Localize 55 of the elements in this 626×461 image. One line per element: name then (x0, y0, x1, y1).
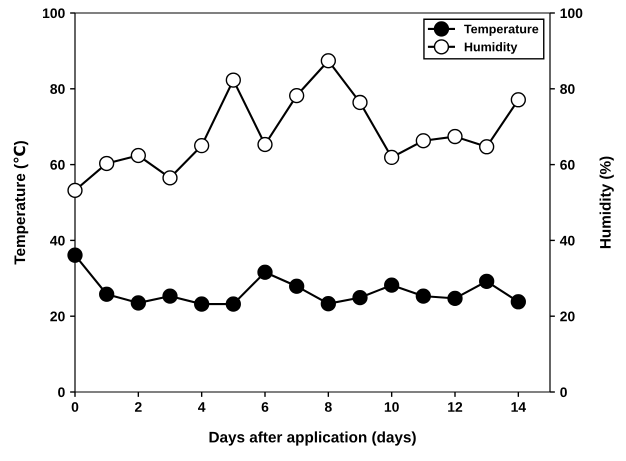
x-tick-label: 4 (198, 402, 206, 412)
point (194, 138, 210, 154)
y-tick-label: 100 (42, 8, 65, 18)
x-tick-label: 6 (262, 402, 268, 412)
point (352, 94, 368, 110)
point (510, 92, 526, 108)
point (257, 264, 273, 280)
y-tick-label: 60 (50, 160, 65, 170)
y-tick-label: 20 (50, 312, 65, 322)
legend-label: Humidity (464, 42, 518, 54)
point (479, 139, 494, 154)
y2-tick-label: 40 (560, 236, 575, 246)
y2-tick-label: 0 (560, 387, 567, 398)
x-tick-label: 14 (511, 402, 526, 412)
y-tick-label: 0 (58, 387, 65, 398)
point (289, 88, 304, 104)
point (99, 156, 114, 172)
x-tick-label: 10 (384, 402, 399, 412)
point (130, 148, 146, 164)
y-tick-label: 40 (50, 236, 65, 246)
y2-tick-label: 100 (560, 8, 582, 18)
point (320, 296, 336, 312)
point (510, 294, 526, 310)
point (416, 133, 431, 148)
point (352, 290, 368, 306)
point (67, 182, 83, 198)
y2-tick-label: 80 (560, 84, 575, 94)
point (257, 136, 273, 152)
point (226, 72, 241, 88)
point (194, 296, 210, 312)
point (320, 53, 336, 68)
y2-tick-label: 60 (560, 160, 575, 170)
x-axis-title: Days after application (days) (210, 431, 416, 446)
point (384, 150, 400, 166)
y-tick-label: 80 (50, 84, 65, 94)
y-axis-title: Temperature (℃) (14, 141, 28, 264)
point (99, 286, 114, 302)
point (162, 288, 178, 304)
x-tick-label: 8 (324, 402, 332, 412)
legend-label: Temperature (464, 24, 538, 36)
x-tick-label: 12 (448, 402, 462, 412)
point (67, 248, 83, 263)
point (162, 170, 178, 186)
point (416, 288, 431, 304)
point (447, 128, 463, 144)
point (289, 278, 304, 294)
x-tick-label: 0 (72, 402, 78, 412)
point (447, 290, 463, 306)
y2-tick-label: 20 (560, 312, 575, 322)
point (479, 274, 494, 289)
point (130, 295, 146, 311)
point (384, 277, 400, 293)
y2-axis-title: Humidity (%) (600, 156, 614, 248)
point (226, 296, 241, 312)
x-tick-label: 2 (134, 402, 142, 412)
